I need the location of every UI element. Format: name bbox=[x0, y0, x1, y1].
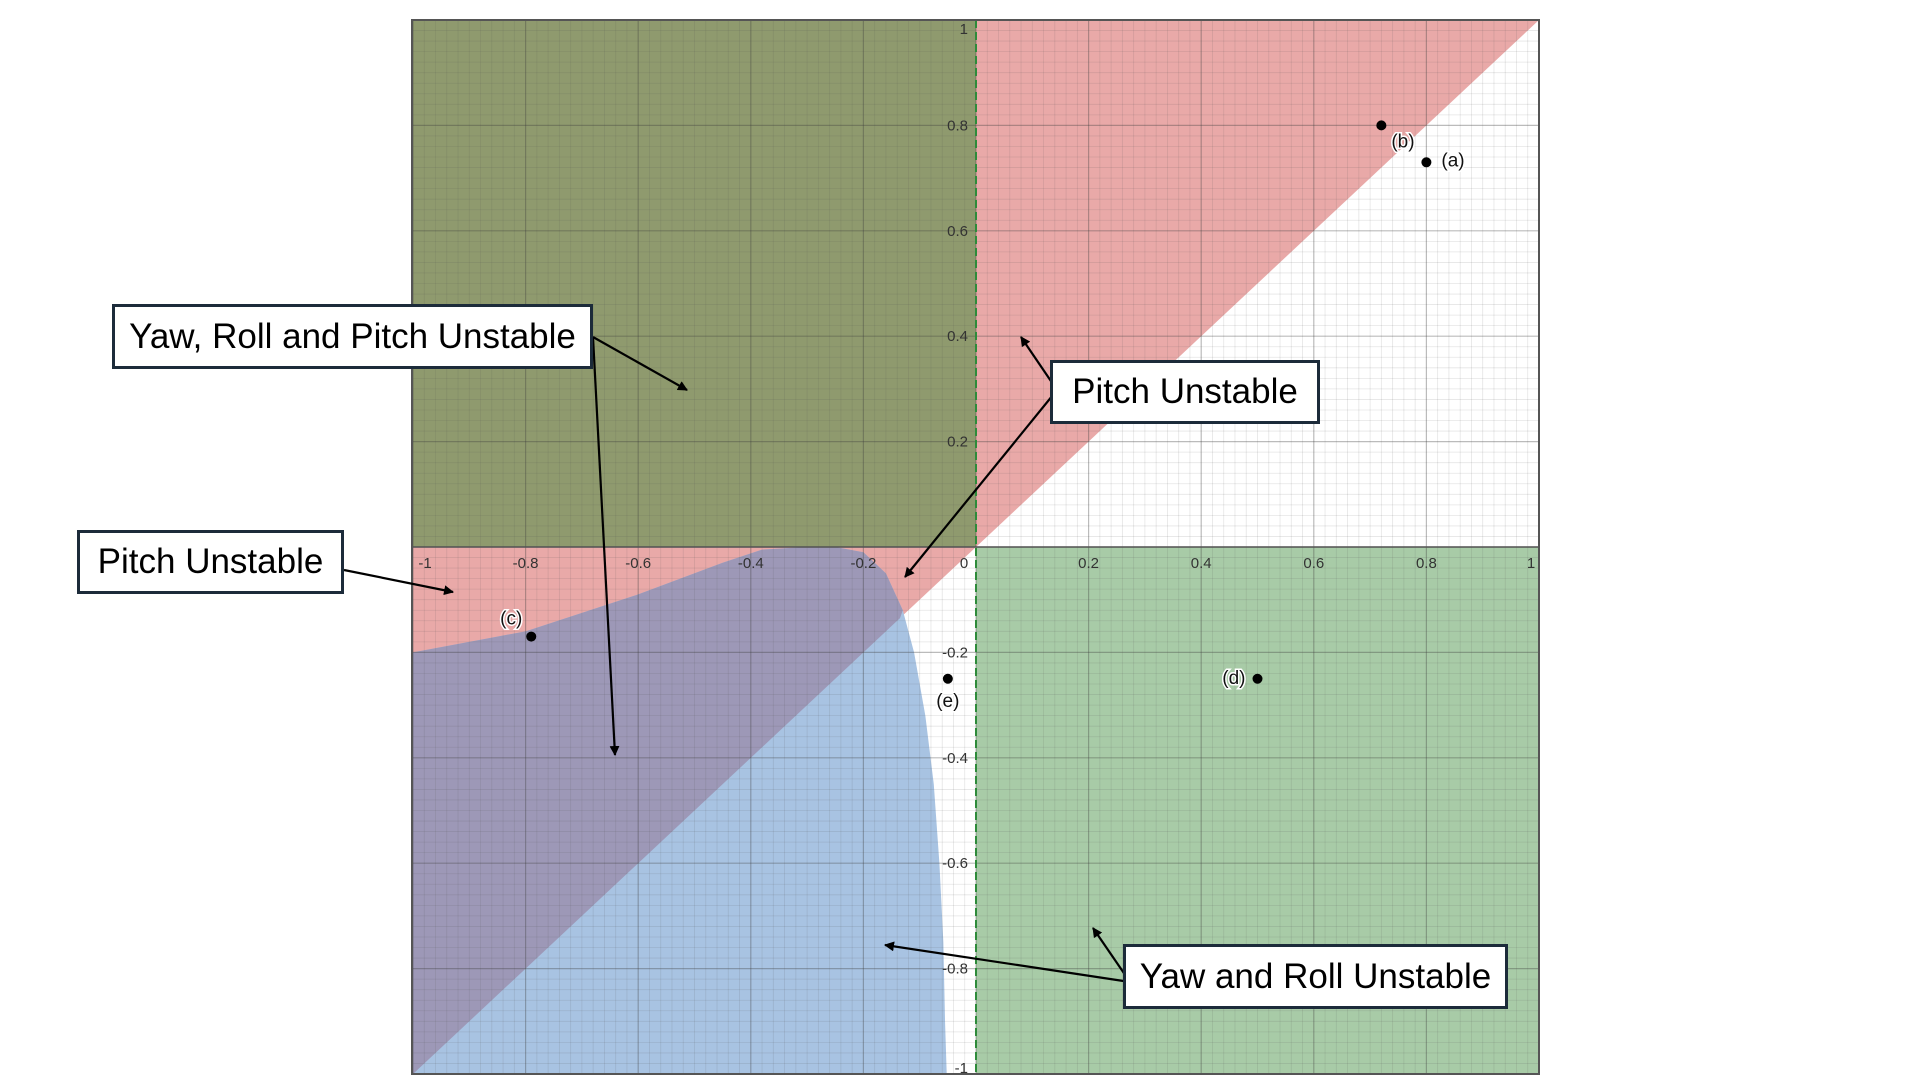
y-tick-label: -0.2 bbox=[942, 644, 968, 661]
y-tick-label: 0.2 bbox=[947, 434, 968, 451]
point-label: (c) bbox=[500, 609, 522, 630]
callout-pitch-unstable-left: Pitch Unstable bbox=[77, 530, 344, 594]
data-point bbox=[1421, 157, 1432, 168]
x-tick-label: -0.2 bbox=[850, 555, 876, 572]
x-tick-label: -0.6 bbox=[625, 555, 651, 572]
callout-arrow bbox=[592, 336, 688, 391]
callout-arrow bbox=[343, 568, 454, 596]
point-label: (b) bbox=[1391, 131, 1414, 152]
x-tick-label: 0.2 bbox=[1078, 555, 1099, 572]
y-tick-label: -1 bbox=[955, 1060, 968, 1077]
x-tick-label: -0.8 bbox=[513, 555, 539, 572]
x-tick-label: 0.4 bbox=[1191, 555, 1212, 572]
data-point bbox=[942, 673, 953, 684]
y-tick-label: 0.8 bbox=[947, 117, 968, 134]
data-point bbox=[526, 631, 537, 642]
y-tick-label: 1 bbox=[960, 21, 968, 38]
region-olive bbox=[412, 20, 976, 547]
y-tick-label: 0.4 bbox=[947, 328, 968, 345]
x-tick-label: -0.4 bbox=[738, 555, 764, 572]
callout-arrow bbox=[591, 336, 620, 756]
plot-border bbox=[411, 19, 1540, 1075]
x-tick-label: -1 bbox=[418, 555, 431, 572]
callout-arrow bbox=[904, 389, 1058, 578]
y-tick-label: 0.6 bbox=[947, 223, 968, 240]
x-tick-label: 0.6 bbox=[1303, 555, 1324, 572]
x-tick-label: 0.8 bbox=[1416, 555, 1437, 572]
callout-pitch-unstable-upper: Pitch Unstable bbox=[1050, 360, 1320, 424]
callout-yaw-roll-pitch-unstable: Yaw, Roll and Pitch Unstable bbox=[112, 304, 593, 369]
point-label: (e) bbox=[936, 691, 959, 712]
point-label: (d) bbox=[1222, 668, 1245, 689]
point-label: (a) bbox=[1441, 150, 1464, 171]
y-tick-label: -0.6 bbox=[942, 855, 968, 872]
data-point bbox=[1252, 673, 1263, 684]
x-tick-label: 0 bbox=[960, 555, 968, 572]
x-tick-label: 1 bbox=[1527, 555, 1535, 572]
callout-arrow bbox=[884, 941, 1131, 984]
y-tick-label: -0.4 bbox=[942, 750, 968, 767]
callout-yaw-roll-unstable: Yaw and Roll Unstable bbox=[1123, 944, 1508, 1009]
region-purple bbox=[413, 547, 903, 1074]
data-point bbox=[1376, 120, 1387, 131]
y-tick-label: -0.8 bbox=[942, 961, 968, 978]
